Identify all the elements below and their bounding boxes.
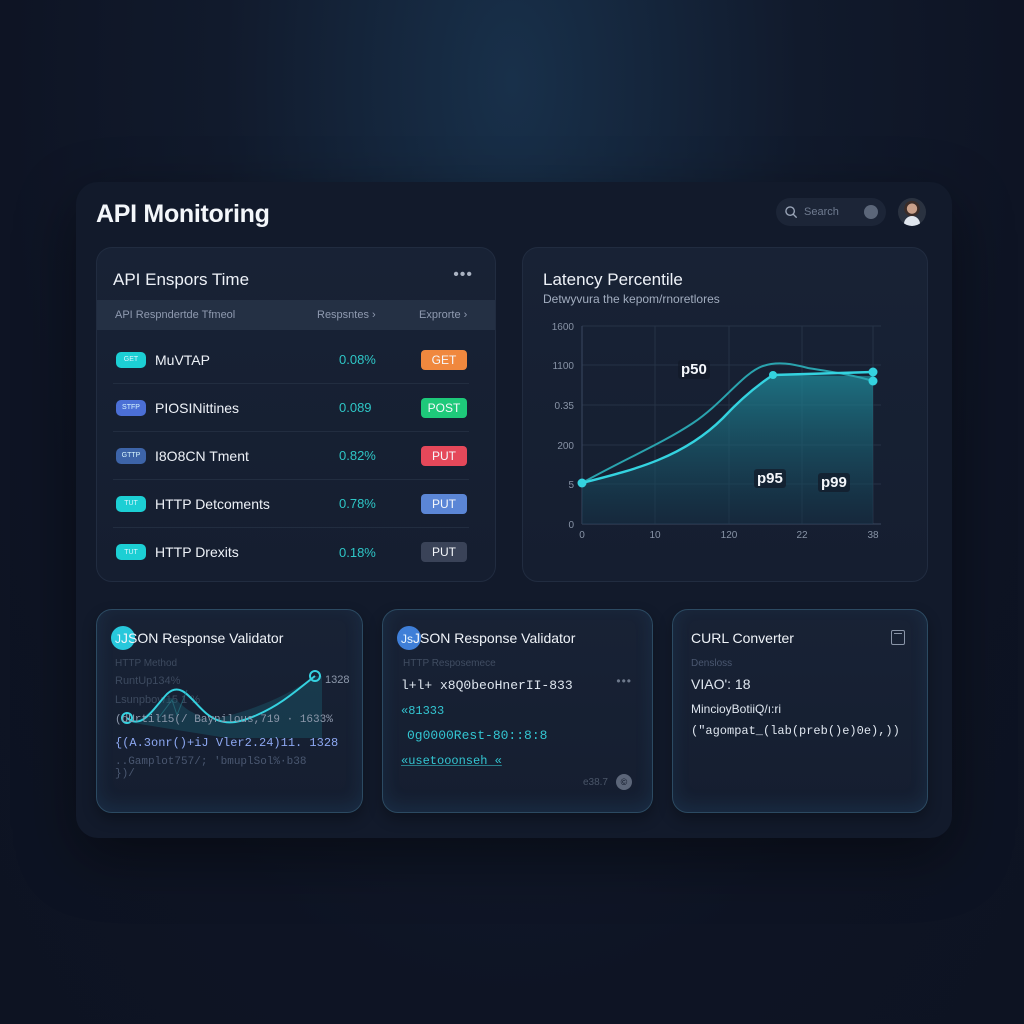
footer-value: e38.7 [582, 777, 608, 788]
column-header-responses[interactable]: Respsntes › [317, 309, 376, 321]
endpoint-name: I8O8CN Tment [155, 447, 249, 464]
latency-card-title: Latency Percentile [543, 270, 683, 289]
response-value: 0.78% [339, 496, 376, 511]
code-line: (dUrtil15(/ Baynilous,719 · 1633% [115, 714, 333, 726]
card-title: JSON Response Validator [121, 630, 284, 646]
curl-converter-card[interactable]: CURL Converter Densloss VIAO': 18 Mincio… [672, 609, 928, 813]
response-time-card: API Enspors Time ••• API Respndertde Tfm… [96, 247, 496, 582]
code-line: MincioyBotiiQ/ı:ri [691, 702, 782, 716]
app-window: API Monitoring API Enspors Time ••• API … [76, 182, 952, 838]
endpoint-name: HTTP Drexits [155, 544, 239, 560]
tag-badge: GTTP [116, 447, 146, 464]
method-button-put[interactable]: PUT [421, 445, 467, 466]
code-line: «usetooonseh « [401, 754, 502, 768]
field-label: HTTP Method [115, 658, 178, 669]
card-title: CURL Converter [691, 630, 794, 646]
field-label: HTTP Resposemece [403, 658, 496, 669]
info-icon[interactable]: © [616, 774, 632, 790]
x-tick: 120 [721, 530, 738, 541]
tag-badge: GET [116, 351, 146, 368]
x-tick: 22 [796, 530, 808, 541]
method-button-put[interactable]: PUT [421, 493, 467, 514]
x-tick: 0 [579, 530, 585, 541]
card-title: JSON Response Validator [413, 630, 576, 646]
avatar[interactable] [898, 198, 926, 226]
side-value: 1328 [325, 674, 350, 686]
code-line: })/ [115, 768, 135, 780]
latency-card-subtitle: Detwyvura the kepom/rnoretlores [543, 292, 720, 306]
json-validator-card-1[interactable]: J JSON Response Validator HTTP Method Ru… [96, 609, 363, 813]
table-body: GET MuVTAP 0.08% GET STFP PIOSINittines … [113, 336, 469, 576]
x-tick: 38 [867, 530, 879, 541]
more-horizontal-icon[interactable]: ••• [453, 266, 473, 283]
table-row[interactable]: STFP PIOSINittines 0.089 POST [113, 384, 469, 432]
sparkline-chart [121, 670, 322, 738]
code-line: l+l+ x8Q0beoHnerII-833 [401, 678, 573, 693]
search-icon [785, 206, 797, 218]
y-tick: 5 [568, 480, 574, 491]
search-bar[interactable] [776, 198, 886, 226]
tag-badge: STFP [116, 399, 146, 416]
y-tick: 0.35 [555, 401, 575, 412]
search-input[interactable] [804, 206, 864, 218]
field-value: RuntUp134% [115, 675, 181, 687]
code-line: ..Gamplot757/; 'bmuplSol%·b38 [115, 756, 307, 768]
json-icon-label: Js [401, 632, 413, 646]
response-value: 0.18% [339, 544, 376, 560]
column-header-export[interactable]: Exprorte › [419, 309, 468, 321]
y-tick: 0 [568, 520, 574, 531]
endpoint-name: HTTP Detcoments [155, 495, 270, 512]
copy-icon[interactable] [891, 630, 905, 645]
search-filter-icon[interactable] [864, 205, 878, 219]
code-line: 0g0000Rest-80::8:8 [407, 728, 548, 743]
p95-label: p95 [754, 469, 786, 488]
method-button-get[interactable]: GET [421, 349, 467, 370]
code-line: ("agompat_(lab(preb()e)0e),)) [691, 724, 900, 738]
json-icon [111, 626, 135, 650]
table-row[interactable]: TUT HTTP Detcoments 0.78% PUT [113, 480, 469, 528]
method-button-put[interactable]: PUT [421, 542, 467, 562]
y-tick: 1100 [552, 361, 574, 372]
code-line: «81333 [401, 704, 445, 718]
endpoint-name: PIOSINittines [155, 399, 240, 416]
y-tick: 1600 [552, 322, 575, 333]
json-icon [397, 626, 421, 650]
field-label: Densloss [691, 658, 733, 669]
page-title: API Monitoring [96, 200, 270, 228]
json-icon-label: J [115, 632, 121, 646]
p50-label: p50 [678, 360, 710, 379]
response-value: 0.08% [339, 352, 376, 367]
response-value: 0.089 [339, 400, 372, 415]
tag-badge: TUT [116, 495, 146, 512]
p99-label: p99 [818, 473, 850, 492]
x-tick: 10 [649, 530, 661, 541]
latency-percentile-card: Latency Percentile Detwyvura the kepom/r… [522, 247, 928, 582]
table-row[interactable]: GTTP I8O8CN Tment 0.82% PUT [113, 432, 469, 480]
response-card-title: API Enspors Time [113, 270, 250, 289]
code-line: VIAO': 18 [691, 676, 751, 692]
tag-badge: TUT [116, 544, 146, 560]
field-value: Lsunpbov/15 1 % [115, 694, 201, 706]
json-validator-card-2[interactable]: Js JSON Response Validator HTTP Resposem… [382, 609, 653, 813]
response-value: 0.82% [339, 448, 376, 463]
table-row[interactable]: GET MuVTAP 0.08% GET [113, 336, 469, 384]
table-header: API Respndertde Tfmeol Respsntes › Expro… [97, 300, 495, 330]
endpoint-name: MuVTAP [155, 351, 210, 368]
code-line: {(A.3onr()+iJ Vler2.24)11. 1328 [115, 736, 339, 750]
table-row[interactable]: TUT HTTP Drexits 0.18% PUT [113, 528, 469, 576]
y-tick: 200 [557, 441, 574, 452]
column-header-api[interactable]: API Respndertde Tfmeol [115, 309, 236, 321]
more-horizontal-icon[interactable]: ••• [616, 674, 632, 688]
latency-chart[interactable]: 1600 1100 0.35 200 5 0 0 10 120 22 38 [523, 248, 929, 583]
method-button-post[interactable]: POST [421, 397, 467, 418]
